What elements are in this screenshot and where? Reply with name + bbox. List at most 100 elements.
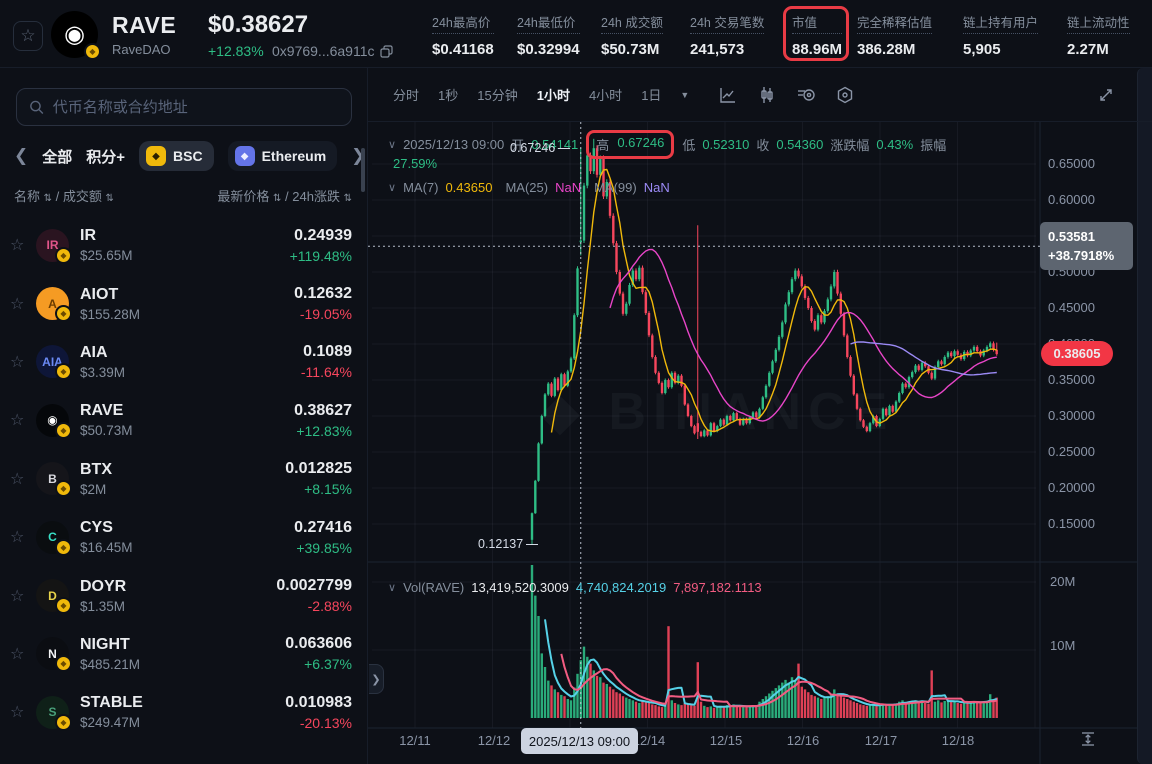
stat-value: 88.96M <box>792 41 843 58</box>
auto-fit-scale-icon[interactable] <box>1079 730 1097 748</box>
token-volume: $2M <box>80 481 107 497</box>
token-row-cys[interactable]: ☆ C ◆ CYS $16.45M 0.27416 +39.85% <box>0 508 368 566</box>
token-price-block: 0.1089 -11.64% <box>301 343 352 380</box>
chain-tab-ethereum[interactable]: ◆ Ethereum <box>227 141 338 171</box>
chain-badge-icon: ◆ <box>55 655 72 673</box>
token-info: STABLE $249.47M <box>80 694 285 730</box>
favorite-token-button[interactable]: ☆ <box>13 21 43 51</box>
token-price: 0.24939 <box>294 226 352 244</box>
token-logo: ◉ ◆ <box>51 11 101 60</box>
price-tick: 0.45000 <box>1048 300 1095 315</box>
token-info: AIA $3.39M <box>80 344 301 380</box>
token-info: IR $25.65M <box>80 227 290 263</box>
candlestick-type-icon[interactable] <box>757 85 777 105</box>
stat-0: 24h最高价 $0.41168 <box>432 12 494 58</box>
favorite-star-icon[interactable]: ☆ <box>10 529 25 547</box>
copy-icon[interactable] <box>379 44 393 58</box>
interval-15分钟[interactable]: 15分钟 <box>477 88 518 103</box>
vol-sell: 7,897,182.1113 <box>673 580 762 595</box>
interval-4小时[interactable]: 4小时 <box>588 88 623 103</box>
stat-label: 24h 交易笔数 <box>690 12 765 34</box>
token-row-aiot[interactable]: ☆ A ◆ AIOT $155.28M 0.12632 -19.05% <box>0 274 368 332</box>
favorite-star-icon[interactable]: ☆ <box>10 237 25 255</box>
collapse-icon[interactable]: ∨ <box>388 182 397 194</box>
price-tick: 0.20000 <box>1048 480 1095 495</box>
chain-badge-icon: ◆ <box>55 305 72 323</box>
favorite-star-icon[interactable]: ☆ <box>10 412 25 430</box>
column-name-volume[interactable]: 名称 ⇅ / 成交额 ⇅ <box>14 189 114 204</box>
collapsed-right-panel[interactable] <box>1137 68 1152 764</box>
token-change: +119.48% <box>289 247 352 264</box>
token-symbol: BTX <box>80 460 112 478</box>
favorite-star-icon[interactable]: ☆ <box>10 470 25 488</box>
token-symbol: NIGHT <box>80 635 130 653</box>
chart-settings-icon[interactable] <box>835 85 855 105</box>
stat-label: 完全稀释估值 <box>857 12 933 34</box>
interval-分时[interactable]: 分时 <box>393 88 420 103</box>
token-row-ir[interactable]: ☆ IR ◆ IR $25.65M 0.24939 +119.48% <box>0 216 368 274</box>
token-price-block: 0.010983 -20.13% <box>285 694 352 731</box>
chain-badge-icon: ◆ <box>55 713 72 731</box>
volume-tick: 20M <box>1050 574 1076 589</box>
stat-value: $50.73M <box>601 41 660 58</box>
token-row-rave[interactable]: ☆ ◉ ◆ RAVE $50.73M 0.38627 +12.83% <box>0 391 368 449</box>
token-logo: IR ◆ <box>36 228 72 264</box>
interval-1小时[interactable]: 1小时 <box>536 88 570 103</box>
token-price-block: 0.12632 -19.05% <box>294 285 352 322</box>
token-row-doyr[interactable]: ☆ D ◆ DOYR $1.35M 0.0027799 -2.88% <box>0 566 368 624</box>
token-symbol: STABLE <box>80 694 143 712</box>
interval-1日[interactable]: 1日 <box>641 88 662 103</box>
filter-all[interactable]: 全部 <box>42 148 73 166</box>
token-change: +12.83% <box>208 43 264 59</box>
interval-1秒[interactable]: 1秒 <box>438 88 459 103</box>
chevron-left-icon[interactable]: ❮ <box>14 146 29 165</box>
volume-tick: 10M <box>1050 638 1076 653</box>
price-tick: 0.35000 <box>1048 372 1095 387</box>
stat-value: 386.28M <box>857 41 916 58</box>
column-price-change[interactable]: 最新价格 ⇅ / 24h涨跌 ⇅ <box>217 189 352 204</box>
token-price-block: 0.27416 +39.85% <box>294 519 352 556</box>
indicators-icon[interactable] <box>796 85 816 105</box>
pane-collapse-button[interactable]: ❯ <box>369 664 384 694</box>
token-row-aia[interactable]: ☆ AIA ◆ AIA $3.39M 0.1089 -11.64% <box>0 333 368 391</box>
token-symbol: AIOT <box>80 285 119 303</box>
token-row-btx[interactable]: ☆ B ◆ BTX $2M 0.012825 +8.15% <box>0 450 368 508</box>
chart-style-icon[interactable] <box>718 85 738 105</box>
filter-points[interactable]: 积分+ <box>86 148 126 166</box>
stat-value: 2.27M <box>1067 41 1109 58</box>
ma-legend: ∨ MA(7) 0.43650 MA(25) NaN MA(99) NaN <box>388 180 670 195</box>
token-volume: $50.73M <box>80 423 133 439</box>
token-list: ☆ IR ◆ IR $25.65M 0.24939 +119.48% ☆ A ◆ AIOT $155.… <box>0 216 368 764</box>
favorite-star-icon[interactable]: ☆ <box>10 353 25 371</box>
collapse-icon[interactable]: ∨ <box>388 139 397 151</box>
token-symbol: RAVE <box>80 402 124 420</box>
token-logo: ◉ ◆ <box>36 403 72 439</box>
favorite-star-icon[interactable]: ☆ <box>10 704 25 722</box>
favorite-star-icon[interactable]: ☆ <box>10 587 25 605</box>
ohlc-close: 0.54360 <box>776 137 824 152</box>
ohlc-amplitude: 27.59% <box>393 156 438 171</box>
stat-value: $0.32994 <box>517 41 580 58</box>
token-price: 0.010983 <box>285 693 352 711</box>
token-info: RAVE $50.73M <box>80 402 294 438</box>
token-row-night[interactable]: ☆ N ◆ NIGHT $485.21M 0.063606 +6.37% <box>0 625 368 683</box>
time-tick: 12/17 <box>864 733 898 748</box>
ma99-value: NaN <box>643 180 670 195</box>
fullscreen-icon[interactable] <box>1096 85 1116 105</box>
chain-tab-bsc[interactable]: ◆ BSC <box>139 141 214 171</box>
stat-3: 24h 交易笔数 241,573 <box>690 12 765 58</box>
annotation-box-high: 高 0.67246 <box>586 130 675 159</box>
search-input[interactable] <box>52 98 339 116</box>
contract-address[interactable]: 0x9769...6a911c <box>272 43 393 59</box>
interval-dropdown-caret[interactable]: ▼ <box>680 89 690 100</box>
search-box[interactable] <box>16 88 352 126</box>
collapse-icon[interactable]: ∨ <box>388 582 397 594</box>
favorite-star-icon[interactable]: ☆ <box>10 295 25 313</box>
token-volume: $1.35M <box>80 598 126 614</box>
sidebar-scrollbar[interactable] <box>361 148 365 192</box>
favorite-star-icon[interactable]: ☆ <box>10 645 25 663</box>
candlestick-chart[interactable] <box>368 122 1152 764</box>
price-tick: 0.30000 <box>1048 408 1095 423</box>
token-row-stable[interactable]: ☆ S ◆ STABLE $249.47M 0.010983 -20.13% <box>0 683 368 741</box>
token-price: 0.0027799 <box>276 577 352 595</box>
